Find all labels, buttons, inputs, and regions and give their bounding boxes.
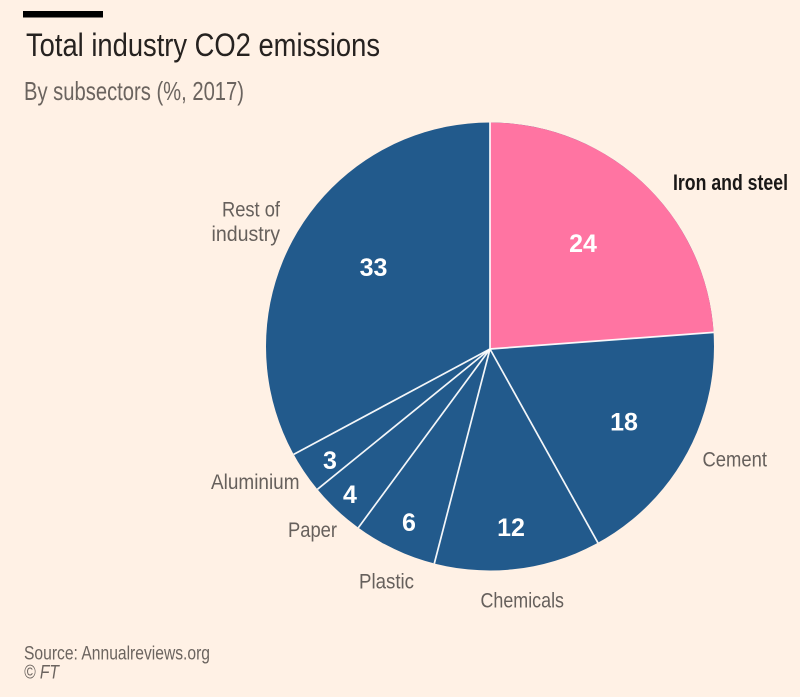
svg-text:industry: industry <box>212 222 281 246</box>
svg-text:Paper: Paper <box>288 518 337 542</box>
svg-text:Plastic: Plastic <box>359 570 414 594</box>
svg-text:Source: Annualreviews.org: Source: Annualreviews.org <box>24 644 210 665</box>
svg-text:24: 24 <box>569 230 597 258</box>
svg-text:33: 33 <box>360 254 388 282</box>
svg-text:Rest of: Rest of <box>222 197 280 221</box>
svg-text:4: 4 <box>343 481 357 509</box>
svg-text:Aluminium: Aluminium <box>211 470 300 494</box>
svg-text:Chemicals: Chemicals <box>481 589 565 613</box>
svg-text:6: 6 <box>402 509 416 537</box>
svg-text:© FT: © FT <box>24 663 60 684</box>
svg-text:By subsectors (%, 2017): By subsectors (%, 2017) <box>24 76 244 106</box>
svg-text:Total industry CO2 emissions: Total industry CO2 emissions <box>26 27 380 63</box>
svg-text:Cement: Cement <box>703 448 768 472</box>
svg-text:18: 18 <box>610 409 638 437</box>
svg-text:3: 3 <box>323 447 337 475</box>
svg-text:Iron and steel: Iron and steel <box>673 170 788 195</box>
svg-text:12: 12 <box>497 514 525 542</box>
